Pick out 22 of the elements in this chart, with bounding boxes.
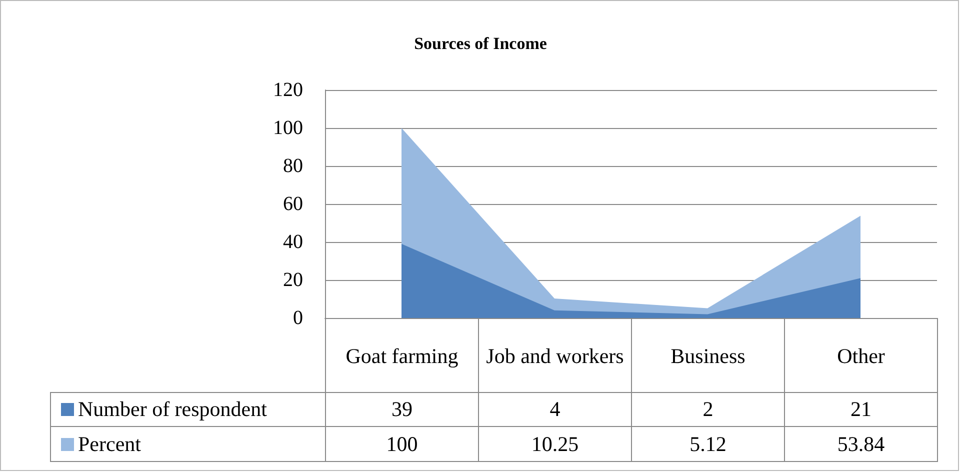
y-tick-label: 60 [283, 193, 303, 215]
x-tick-label: Job and workers [478, 318, 632, 392]
y-tick-label: 100 [273, 117, 303, 139]
data-label: 10.25 [478, 426, 632, 462]
x-tick-label: Business [632, 318, 784, 392]
legend-label: Percent [50, 426, 326, 462]
data-label: 5.12 [632, 426, 784, 462]
y-tick-label: 80 [283, 155, 303, 177]
x-tick-label: Other [784, 318, 938, 392]
y-tick-label: 40 [283, 231, 303, 253]
data-label: 4 [478, 392, 632, 426]
x-tick-label: Goat farming [326, 318, 478, 392]
data-label: 53.84 [784, 426, 938, 462]
y-tick-label: 0 [293, 307, 303, 329]
data-label: 100 [326, 426, 478, 462]
y-tick-label: 20 [283, 269, 303, 291]
data-label: 21 [784, 392, 938, 426]
data-label: 39 [326, 392, 478, 426]
chart-title: Sources of Income [414, 34, 548, 53]
y-tick-label: 120 [273, 79, 303, 101]
data-label: 2 [632, 392, 784, 426]
legend-label: Number of respondent [50, 392, 326, 426]
